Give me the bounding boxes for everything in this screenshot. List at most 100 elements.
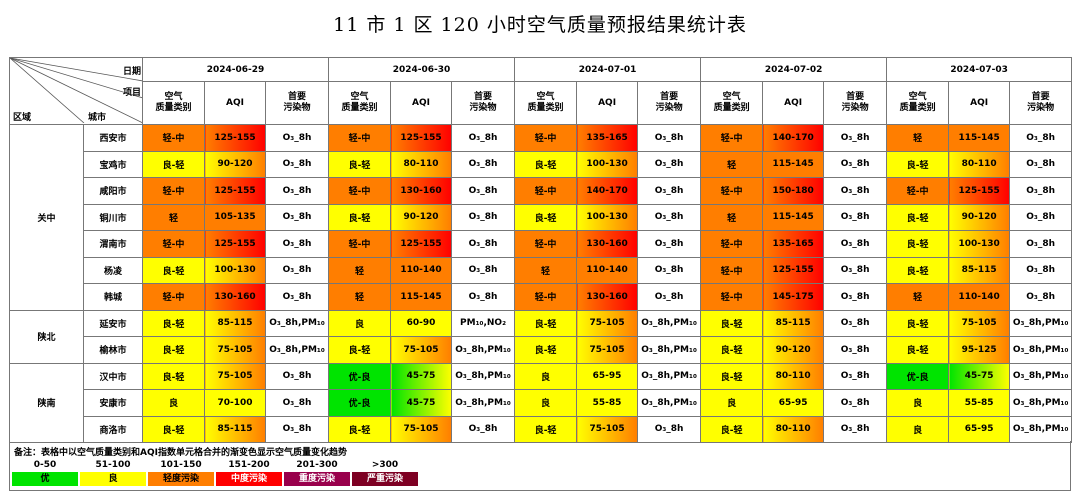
category-header: 空气 质量类别: [700, 81, 764, 125]
pollutant-cell: O₃_8h: [823, 256, 888, 284]
aqi-cell: 130-160: [204, 283, 266, 311]
aqi-cell: 80-110: [390, 150, 453, 178]
aqi-cell: 145-175: [762, 283, 825, 311]
aqi-cell: 75-105: [204, 362, 266, 390]
category-cell: 轻-中: [886, 177, 950, 205]
pollutant-cell: O₃_8h: [1009, 256, 1073, 284]
city-cell: 西安市: [83, 124, 143, 152]
aqi-cell: 75-105: [390, 415, 453, 443]
pollutant-cell: O₃_8h: [451, 124, 516, 152]
category-cell: 良-轻: [142, 362, 205, 390]
category-header: 空气 质量类别: [328, 81, 392, 125]
category-cell: 良-轻: [514, 309, 578, 337]
table-row: 宝鸡市 良-轻 90-120 O₃_8h 良-轻 80-110 O₃_8h 良-轻 100-13…: [10, 150, 1073, 178]
legend-range: >300: [371, 460, 399, 470]
category-cell: 良-轻: [328, 150, 392, 178]
pollutant-cell: O₃_8h: [823, 150, 888, 178]
category-cell: 良-轻: [142, 256, 205, 284]
pollutant-cell: O₃_8h: [823, 177, 888, 205]
aqi-cell: 55-85: [576, 389, 639, 417]
aqi-cell: 45-75: [390, 389, 453, 417]
pollutant-cell: O₃_8h: [823, 415, 888, 443]
pollutant-cell: O₃_8h: [451, 283, 516, 311]
pollutant-cell: O₃_8h: [637, 124, 702, 152]
category-cell: 良-轻: [514, 336, 578, 364]
city-cell: 韩城: [83, 283, 143, 311]
aqi-cell: 45-75: [390, 362, 453, 390]
aqi-cell: 125-155: [762, 256, 825, 284]
aqi-cell: 125-155: [204, 177, 266, 205]
aqi-cell: 75-105: [204, 336, 266, 364]
category-cell: 良-轻: [142, 415, 205, 443]
category-cell: 轻-中: [142, 124, 205, 152]
pollutant-cell: O₃_8h,PM₁₀: [1009, 389, 1073, 417]
table-row: 陕南 汉中市 良-轻 75-105 O₃_8h 优-良 45-75 O₃_8h,PM₁₀ 良 65…: [9, 362, 1073, 443]
category-cell: 良-轻: [700, 309, 764, 337]
category-cell: 轻-中: [700, 177, 764, 205]
category-cell: 良-轻: [886, 309, 950, 337]
city-cell: 安康市: [83, 389, 143, 417]
aqi-header: AQI: [576, 81, 639, 125]
city-cell: 宝鸡市: [83, 150, 143, 178]
aqi-cell: 110-140: [576, 256, 639, 284]
category-cell: 轻-中: [700, 124, 764, 152]
date-header: 2024-07-03: [886, 57, 1073, 82]
category-cell: 轻-中: [328, 177, 392, 205]
table-row: 陕北 延安市 良-轻 85-115 O₃_8h,PM₁₀ 良 60-90 PM₁₀,NO₂ 良-…: [9, 309, 1073, 364]
pollutant-cell: O₃_8h,PM₁₀: [637, 336, 702, 364]
aqi-cell: 125-155: [948, 177, 1011, 205]
category-cell: 轻-中: [142, 283, 205, 311]
aqi-cell: 85-115: [204, 309, 266, 337]
city-cell: 杨凌: [83, 256, 143, 284]
pollutant-cell: O₃_8h: [823, 230, 888, 258]
table-row: 渭南市 轻-中 125-155 O₃_8h 轻-中 125-155 O₃_8h 轻-中 130-…: [10, 230, 1073, 258]
category-cell: 良-轻: [700, 415, 764, 443]
aqi-cell: 100-130: [576, 203, 639, 231]
legend-range: 201-300: [296, 460, 338, 470]
pollutant-header: 首要 污染物: [264, 81, 330, 125]
category-cell: 优-良: [328, 389, 392, 417]
aqi-cell: 135-165: [762, 230, 825, 258]
aqi-cell: 90-120: [948, 203, 1011, 231]
category-cell: 良: [514, 389, 578, 417]
pollutant-header: 首要 污染物: [637, 81, 702, 125]
aqi-cell: 75-105: [576, 415, 639, 443]
pollutant-cell: O₃_8h: [451, 415, 516, 443]
forecast-table: 日期 项目 区域 城市 2024-06-29 2024-06-30 2024-07-…: [9, 57, 1073, 443]
pollutant-cell: O₃_8h: [264, 256, 330, 284]
aqi-cell: 125-155: [204, 124, 266, 152]
category-cell: 轻-中: [328, 230, 392, 258]
category-cell: 轻: [328, 283, 392, 311]
aqi-cell: 75-105: [576, 336, 639, 364]
pollutant-cell: O₃_8h: [637, 256, 702, 284]
pollutant-cell: O₃_8h: [264, 362, 330, 390]
category-header: 空气 质量类别: [514, 81, 578, 125]
legend-range: 101-150: [160, 460, 202, 470]
category-cell: 良-轻: [142, 336, 205, 364]
aqi-header: AQI: [204, 81, 266, 125]
pollutant-cell: O₃_8h,PM₁₀: [637, 389, 702, 417]
legend-swatch: 中度污染: [216, 472, 282, 486]
legend-swatch: 严重污染: [352, 472, 418, 486]
date-header: 2024-06-29: [141, 57, 330, 82]
pollutant-cell: O₃_8h: [1009, 283, 1073, 311]
date-header: 2024-07-02: [700, 57, 888, 82]
date-header: 2024-07-01: [514, 57, 702, 82]
aqi-header: AQI: [948, 81, 1011, 125]
region-cell: 关中: [9, 124, 84, 311]
category-cell: 轻-中: [328, 124, 392, 152]
category-cell: 轻: [886, 283, 950, 311]
legend-swatch: 优: [12, 472, 78, 486]
pollutant-cell: O₃_8h: [1009, 124, 1073, 152]
pollutant-cell: O₃_8h: [264, 389, 330, 417]
aqi-cell: 140-170: [576, 177, 639, 205]
legend-swatch: 重度污染: [284, 472, 350, 486]
category-header: 空气 质量类别: [886, 81, 950, 125]
aqi-cell: 125-155: [390, 124, 453, 152]
aqi-cell: 85-115: [762, 309, 825, 337]
pollutant-cell: O₃_8h: [1009, 177, 1073, 205]
pollutant-cell: O₃_8h,PM₁₀: [637, 309, 702, 337]
pollutant-cell: O₃_8h: [1009, 203, 1073, 231]
aqi-cell: 75-105: [390, 336, 453, 364]
aqi-cell: 150-180: [762, 177, 825, 205]
